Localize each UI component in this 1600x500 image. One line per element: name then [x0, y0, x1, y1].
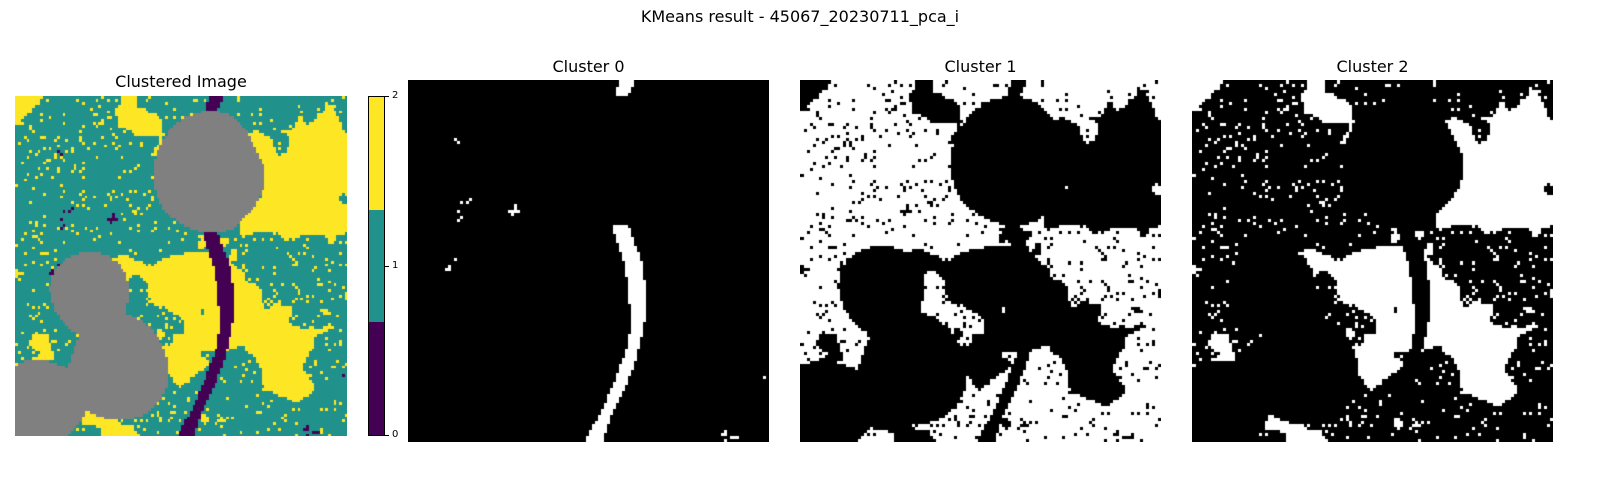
clustered-image-heatmap — [15, 96, 347, 436]
colorbar-label-2: 2 — [392, 90, 399, 101]
colorbar-label-1: 1 — [392, 260, 399, 271]
colorbar-tick-0 — [385, 435, 389, 436]
cluster-2-title: Cluster 2 — [1336, 57, 1409, 76]
cluster-1-mask — [800, 80, 1161, 442]
colorbar-tick-2 — [385, 96, 389, 97]
colorbar-label-0: 0 — [392, 429, 399, 440]
clustered-image-title: Clustered Image — [115, 72, 247, 91]
cluster-1-title: Cluster 1 — [944, 57, 1017, 76]
colorbar-segment-0 — [369, 322, 384, 436]
cluster-2-mask — [1192, 80, 1553, 442]
colorbar-segment-2 — [369, 97, 384, 210]
cluster-0-mask — [408, 80, 769, 442]
cluster-0-title: Cluster 0 — [552, 57, 625, 76]
colorbar-segment-1 — [369, 209, 384, 323]
colorbar — [368, 96, 385, 436]
colorbar-tick-1 — [385, 266, 389, 267]
figure-suptitle: KMeans result - 45067_20230711_pca_i — [640, 7, 960, 26]
